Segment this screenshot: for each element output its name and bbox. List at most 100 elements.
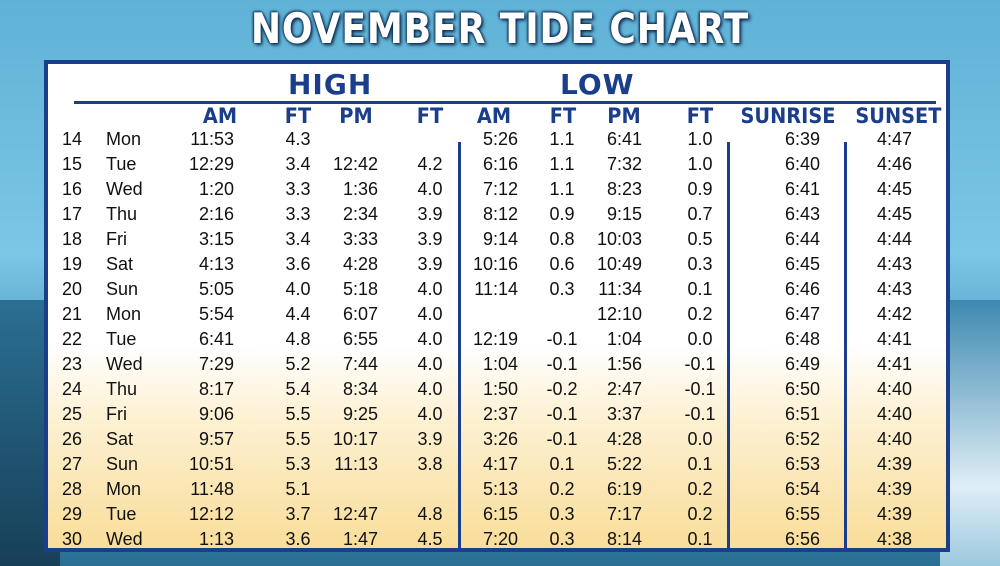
cell-low-pm-ft: 0.2 bbox=[687, 504, 713, 524]
cell-low-am: 11:14 bbox=[474, 279, 518, 299]
cell-low-am-ft: -0.1 bbox=[546, 329, 578, 349]
cell-day: Tue bbox=[106, 154, 137, 174]
cell-sunset: 4:45 bbox=[876, 204, 912, 224]
cell-high-pm: 9:25 bbox=[342, 404, 378, 424]
cell-day: Sun bbox=[106, 454, 139, 474]
cell-high-pm-ft: 4.0 bbox=[417, 379, 443, 399]
cell-low-pm: 10:49 bbox=[596, 254, 642, 274]
cell-date: 18 bbox=[62, 229, 83, 249]
cell-date: 14 bbox=[62, 129, 83, 149]
cell-high-pm: 12:47 bbox=[332, 504, 378, 524]
cell-high-pm: 4:28 bbox=[342, 254, 378, 274]
cell-low-am: 10:16 bbox=[472, 254, 518, 274]
cell-day: Mon bbox=[106, 129, 142, 149]
cell-high-am-ft: 4.4 bbox=[285, 304, 311, 324]
cell-low-pm: 1:56 bbox=[606, 354, 642, 374]
cell-high-am-ft: 5.5 bbox=[285, 429, 311, 449]
cell-sunset: 4:38 bbox=[876, 529, 912, 549]
col-header-low-am: AM bbox=[476, 104, 512, 128]
cell-day: Tue bbox=[106, 504, 137, 524]
cell-low-pm-ft: 0.7 bbox=[687, 204, 713, 224]
cell-high-pm-ft: 3.9 bbox=[417, 204, 443, 224]
cell-day: Sat bbox=[106, 429, 134, 449]
header-divider bbox=[74, 101, 936, 104]
cell-low-am: 9:14 bbox=[482, 229, 518, 249]
cell-high-pm-ft: 3.9 bbox=[417, 229, 443, 249]
cell-high-am: 3:15 bbox=[198, 229, 234, 249]
cell-high-pm-ft: 4.0 bbox=[417, 279, 443, 299]
cell-low-pm: 11:34 bbox=[598, 279, 642, 299]
page-title: NOVEMBER TIDE CHART bbox=[250, 4, 750, 53]
cell-low-am: 2:37 bbox=[482, 404, 518, 424]
cell-sunrise: 6:43 bbox=[784, 204, 820, 224]
cell-low-pm: 7:32 bbox=[606, 154, 642, 174]
cell-high-am: 10:51 bbox=[188, 454, 234, 474]
cell-low-am-ft: 0.6 bbox=[549, 254, 575, 274]
cell-high-pm-ft: 4.0 bbox=[417, 354, 443, 374]
cell-date: 26 bbox=[62, 429, 83, 449]
col-header-high-pm: PM bbox=[339, 104, 373, 128]
cell-sunrise: 6:55 bbox=[784, 504, 820, 524]
cell-low-am: 4:17 bbox=[482, 454, 518, 474]
table-row: 16 Wed 1:20 3.3 1:36 4.0 7:12 1.1 8:23 0.9 6:41 4:4… bbox=[48, 177, 946, 202]
cell-high-am-ft: 3.6 bbox=[285, 529, 311, 549]
cell-day: Fri bbox=[106, 404, 127, 424]
cell-high-pm-ft: 3.9 bbox=[417, 254, 443, 274]
cell-low-pm: 6:19 bbox=[606, 479, 642, 499]
table-row: 29 Tue 12:12 3.7 12:47 4.8 6:15 0.3 7:17 0.2 6:55 4… bbox=[48, 502, 946, 527]
cell-high-pm: 11:13 bbox=[334, 454, 378, 474]
cell-sunset: 4:43 bbox=[876, 279, 912, 299]
table-row: 15 Tue 12:29 3.4 12:42 4.2 6:16 1.1 7:32 1.0 6:40 4… bbox=[48, 152, 946, 177]
table-row: 30 Wed 1:13 3.6 1:47 4.5 7:20 0.3 8:14 0.1 6:56 4:3… bbox=[48, 527, 946, 552]
col-header-high-pm-ft: FT bbox=[416, 104, 444, 128]
cell-low-am: 6:15 bbox=[482, 504, 518, 524]
col-header-low-pm: PM bbox=[607, 104, 641, 128]
cell-high-am-ft: 3.7 bbox=[285, 504, 311, 524]
cell-low-pm-ft: 0.9 bbox=[687, 179, 713, 199]
cell-high-am: 1:20 bbox=[198, 179, 234, 199]
col-header-low-am-ft: FT bbox=[549, 104, 577, 128]
cell-high-pm: 6:55 bbox=[342, 329, 378, 349]
cell-high-pm-ft: 4.5 bbox=[417, 529, 443, 549]
cell-high-am: 5:54 bbox=[198, 304, 234, 324]
cell-low-pm-ft: -0.1 bbox=[684, 354, 716, 374]
divider-sunrise-sunset bbox=[844, 142, 847, 548]
cell-low-am-ft: 0.3 bbox=[549, 529, 575, 549]
divider-high-low bbox=[458, 142, 461, 548]
cell-date: 30 bbox=[62, 529, 83, 549]
cell-sunset: 4:39 bbox=[876, 454, 912, 474]
cell-low-am: 1:04 bbox=[482, 354, 518, 374]
group-header-low: LOW bbox=[560, 68, 635, 101]
cell-sunset: 4:40 bbox=[876, 379, 912, 399]
cell-high-pm: 5:18 bbox=[342, 279, 378, 299]
cell-high-am-ft: 3.3 bbox=[285, 179, 311, 199]
cell-date: 19 bbox=[62, 254, 83, 274]
cell-high-pm-ft bbox=[404, 477, 456, 502]
cell-low-pm-ft: 1.0 bbox=[687, 129, 713, 149]
cell-sunrise: 6:46 bbox=[784, 279, 820, 299]
cell-sunset: 4:39 bbox=[876, 479, 912, 499]
cell-low-am-ft: -0.1 bbox=[546, 404, 578, 424]
cell-low-am: 6:16 bbox=[482, 154, 518, 174]
cell-high-pm-ft: 3.9 bbox=[417, 429, 443, 449]
table-row: 19 Sat 4:13 3.6 4:28 3.9 10:16 0.6 10:49 0.3 6:45 4… bbox=[48, 252, 946, 277]
cell-sunrise: 6:45 bbox=[784, 254, 820, 274]
cell-high-am: 11:53 bbox=[190, 129, 234, 149]
cell-sunrise: 6:51 bbox=[784, 404, 820, 424]
cell-low-am-ft: 1.1 bbox=[549, 179, 575, 199]
tide-table-panel: HIGH LOW AM FT PM FT AM FT PM FT SUNRISE… bbox=[44, 60, 950, 552]
cell-high-am: 12:29 bbox=[188, 154, 234, 174]
table-row: 26 Sat 9:57 5.5 10:17 3.9 3:26 -0.1 4:28 0.0 6:52 4… bbox=[48, 427, 946, 452]
cell-low-pm: 4:28 bbox=[606, 429, 642, 449]
cell-high-am: 7:29 bbox=[198, 354, 234, 374]
cell-low-am-ft: 0.9 bbox=[549, 204, 575, 224]
cell-high-am-ft: 4.0 bbox=[285, 279, 311, 299]
cell-sunrise: 6:41 bbox=[784, 179, 820, 199]
cell-date: 21 bbox=[62, 304, 83, 324]
col-header-sunrise: SUNRISE bbox=[740, 104, 836, 128]
cell-date: 25 bbox=[62, 404, 83, 424]
cell-high-am: 4:13 bbox=[198, 254, 234, 274]
cell-sunset: 4:41 bbox=[876, 354, 912, 374]
cell-day: Thu bbox=[106, 379, 138, 399]
cell-low-pm-ft: 0.1 bbox=[687, 279, 713, 299]
